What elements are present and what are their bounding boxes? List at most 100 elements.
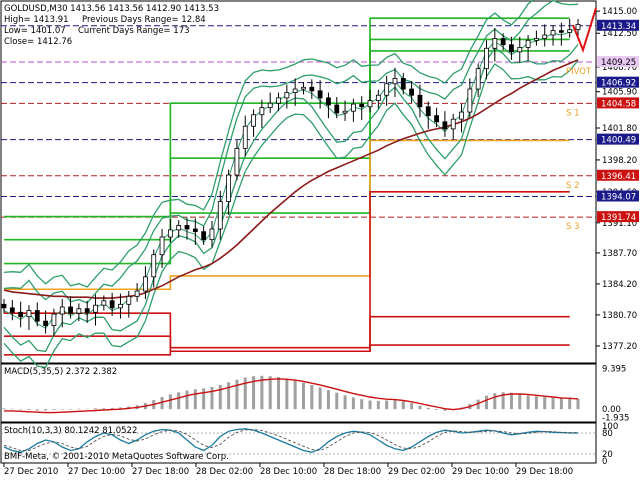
price-tick-label: 1398.20 — [602, 156, 637, 166]
macd-bar — [326, 390, 330, 410]
bollinger-band-line — [3, 44, 579, 353]
time-tick-label: 27 Dec 18:00 — [132, 467, 189, 477]
macd-bar — [193, 389, 197, 410]
candle-body — [109, 300, 115, 309]
candle-body — [459, 111, 464, 120]
price-label-box — [597, 76, 639, 88]
stoch-tick-label: 80 — [602, 429, 613, 439]
candle-body — [259, 107, 265, 116]
macd-bar — [52, 409, 56, 411]
price-tick-label: 1415.00 — [602, 7, 637, 17]
pivot-step-line — [4, 139, 570, 291]
candle-body — [184, 225, 190, 230]
candle-body — [334, 104, 340, 114]
macd-bar — [551, 397, 555, 410]
price-label: 1404.58 — [601, 99, 636, 109]
macd-bar — [268, 376, 272, 410]
price-tick-label: 1391.10 — [602, 219, 637, 229]
candle-body — [392, 78, 398, 85]
candle-body — [350, 103, 356, 112]
time-tick-label: 29 Dec 02:00 — [388, 467, 445, 477]
candle-body — [359, 103, 365, 108]
stoch-tick-label: 0 — [602, 457, 607, 467]
price-label-box — [597, 19, 639, 31]
candle-body — [567, 29, 573, 33]
candle-body — [34, 310, 40, 322]
candle-body — [234, 147, 240, 176]
candle-body — [475, 68, 481, 90]
price-label-box — [597, 190, 639, 202]
price-labels: 1413.34 1409.25 1406.92 1404.58 1400.49 1396.… — [597, 19, 639, 223]
candle-body — [126, 295, 132, 305]
stoch-main-line — [3, 428, 578, 453]
candle-body — [217, 201, 223, 230]
time-axis: 27 Dec 2010 27 Dec 10:00 27 Dec 18:00 28 De… — [3, 463, 573, 477]
candle-body — [400, 78, 406, 90]
candle-body — [534, 38, 539, 41]
price-label: 1413.34 — [601, 22, 636, 32]
candle-body — [342, 110, 348, 114]
macd-bar — [559, 398, 563, 410]
macd-bar — [227, 382, 231, 410]
macd-bar — [44, 409, 48, 411]
candle-body — [550, 30, 556, 36]
candle-body — [284, 92, 290, 99]
macd-bar — [301, 382, 305, 410]
macd-bar — [160, 397, 164, 410]
candle-body — [167, 229, 173, 238]
price-tick-label: 1412.50 — [602, 29, 637, 39]
candle-body — [118, 303, 123, 309]
current-days-range: Current Days Range= 173 — [78, 26, 190, 36]
macd-bar — [410, 403, 414, 410]
price-tick-label: 1377.20 — [602, 342, 637, 352]
time-tick-label: 27 Dec 10:00 — [68, 467, 125, 477]
macd-bar — [493, 393, 497, 410]
trend-arrow-icon — [572, 7, 597, 53]
macd-bar — [218, 384, 222, 410]
macd-bar — [118, 407, 122, 410]
macd-bar — [293, 380, 297, 410]
candle-body — [1, 303, 7, 309]
price-tick-label: 1405.90 — [602, 88, 637, 98]
macd-bar — [210, 387, 214, 410]
bollinger-band-line — [3, 0, 535, 288]
macd-bar — [168, 394, 172, 410]
macd-bar — [285, 378, 289, 410]
macd-bar — [318, 387, 322, 410]
macd-bar — [177, 392, 181, 410]
candle-body — [517, 47, 523, 53]
macd-bar — [19, 409, 23, 410]
macd-bar — [335, 392, 339, 410]
candle-body — [309, 86, 315, 92]
macd-bar — [376, 400, 380, 410]
macd-bar — [576, 398, 580, 410]
candle-body — [134, 290, 140, 297]
candle-body — [434, 115, 439, 123]
candle-body — [409, 88, 415, 96]
time-tick-label: 29 Dec 10:00 — [452, 467, 509, 477]
pivot-tag: S 2 — [566, 181, 580, 191]
candle-body — [542, 34, 548, 39]
pivot-tags: PIVOT S 1 S 2 S 3 — [566, 67, 592, 232]
macd-bar — [351, 397, 355, 410]
macd-bar — [310, 384, 314, 410]
macd-signal-line — [4, 378, 579, 414]
candle-body — [51, 313, 57, 326]
price-label: 1394.07 — [601, 192, 636, 202]
macd-bar — [401, 401, 405, 410]
candle-body — [425, 106, 431, 117]
stoch-tick-label: 20 — [602, 450, 613, 460]
price-tick-label: 1384.20 — [602, 280, 637, 290]
macd-bar — [484, 395, 488, 410]
price-label: 1409.25 — [601, 58, 636, 68]
candle-body — [59, 306, 65, 315]
macd-bar — [385, 400, 389, 410]
candle-body — [484, 47, 489, 70]
macd-bar — [110, 407, 114, 410]
macd-bar — [85, 408, 89, 410]
candle-body — [159, 236, 165, 256]
pivot-step-line — [4, 17, 570, 241]
candle-body — [18, 311, 24, 318]
candle-body — [301, 86, 306, 90]
